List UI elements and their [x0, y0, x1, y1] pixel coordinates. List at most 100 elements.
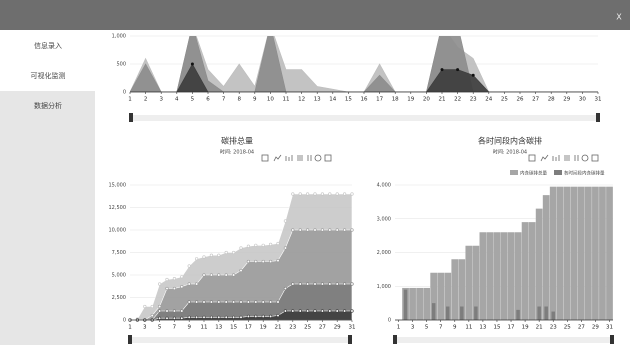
bar	[551, 311, 555, 320]
bar	[577, 186, 585, 320]
point	[195, 282, 199, 286]
close-button[interactable]: X	[616, 13, 622, 22]
point	[313, 282, 317, 286]
slider[interactable]	[128, 335, 352, 344]
point	[224, 315, 228, 319]
x-tick-label: 14	[329, 97, 336, 103]
toolbox[interactable]	[528, 154, 599, 162]
slider[interactable]	[129, 113, 600, 122]
x-tick-label: 15	[230, 325, 237, 331]
point	[298, 228, 302, 232]
bar	[493, 232, 501, 320]
x-tick-label: 27	[578, 325, 585, 331]
point	[246, 300, 250, 304]
slider[interactable]	[393, 335, 614, 344]
point	[217, 300, 221, 304]
point	[187, 264, 191, 268]
point	[306, 228, 310, 232]
point	[246, 244, 250, 248]
y-tick-label: 10,000	[109, 228, 127, 234]
point	[320, 282, 325, 286]
point	[291, 228, 295, 232]
point	[283, 246, 288, 250]
toolbox[interactable]	[261, 154, 332, 162]
point	[291, 309, 295, 313]
point	[172, 316, 176, 320]
bar	[465, 245, 473, 320]
point	[440, 68, 444, 72]
x-tick-label: 30	[579, 97, 586, 103]
point	[291, 192, 295, 196]
point	[298, 192, 302, 196]
point	[328, 282, 332, 286]
point	[187, 300, 191, 304]
nav-item[interactable]: 可视化监测	[31, 71, 66, 80]
point	[328, 192, 332, 196]
x-tick-label: 23	[550, 325, 557, 331]
bar	[542, 195, 550, 320]
y-tick-label: 12,500	[109, 205, 127, 211]
point	[202, 300, 206, 304]
plot	[402, 186, 613, 320]
bar	[458, 259, 466, 320]
point	[276, 259, 280, 263]
x-tick-label: 27	[532, 97, 539, 103]
point	[232, 273, 236, 277]
x-tick-label: 9	[253, 97, 257, 103]
point	[158, 282, 162, 286]
point	[320, 192, 325, 196]
y-tick-label: 7,500	[112, 250, 126, 256]
point	[276, 313, 280, 318]
y-tick-label: 0	[388, 318, 391, 324]
point	[150, 304, 154, 309]
point	[180, 285, 184, 289]
point	[165, 277, 169, 282]
legend-label: 各时间段内含碳排量	[564, 170, 605, 177]
chart-subtitle: 时间: 2018-04	[220, 149, 254, 156]
bar	[430, 272, 438, 320]
bar	[585, 186, 592, 320]
legend-swatch	[554, 170, 562, 175]
sidebar-selected	[0, 91, 95, 345]
point	[209, 315, 213, 319]
bar	[563, 186, 571, 320]
bar	[528, 222, 536, 320]
x-tick-label: 27	[319, 325, 326, 331]
point	[456, 68, 460, 72]
point	[239, 300, 243, 304]
point	[209, 253, 213, 257]
x-tick-label: 7	[222, 97, 226, 103]
point	[313, 309, 317, 313]
bar	[445, 306, 450, 320]
legend-swatch	[510, 170, 518, 175]
bar	[451, 259, 459, 320]
bar	[537, 306, 541, 320]
point	[320, 309, 325, 313]
y-tick-label: 0	[123, 318, 126, 324]
x-tick-label: 5	[158, 325, 162, 331]
x-tick-label: 3	[159, 97, 163, 103]
point	[239, 246, 243, 250]
y-tick-label: 2,000	[377, 250, 391, 256]
nav-item[interactable]: 信息录入	[34, 41, 62, 50]
point	[254, 243, 258, 247]
point	[261, 300, 265, 304]
bar	[416, 287, 423, 320]
x-tick-label: 7	[173, 325, 177, 331]
point	[343, 309, 347, 313]
point	[276, 241, 280, 246]
point	[180, 275, 184, 279]
top-bar	[0, 0, 630, 30]
y-tick-label: 1,000	[377, 284, 391, 290]
area	[130, 36, 598, 92]
area	[130, 63, 598, 92]
x-tick-label: 31	[349, 325, 356, 331]
y-tick-label: 15,000	[109, 183, 127, 189]
x-tick-label: 5	[191, 97, 195, 103]
point	[172, 286, 176, 291]
bar	[500, 232, 508, 320]
point	[195, 300, 199, 304]
point	[150, 313, 154, 318]
point	[261, 243, 265, 247]
nav-item[interactable]: 数据分析	[34, 101, 62, 110]
